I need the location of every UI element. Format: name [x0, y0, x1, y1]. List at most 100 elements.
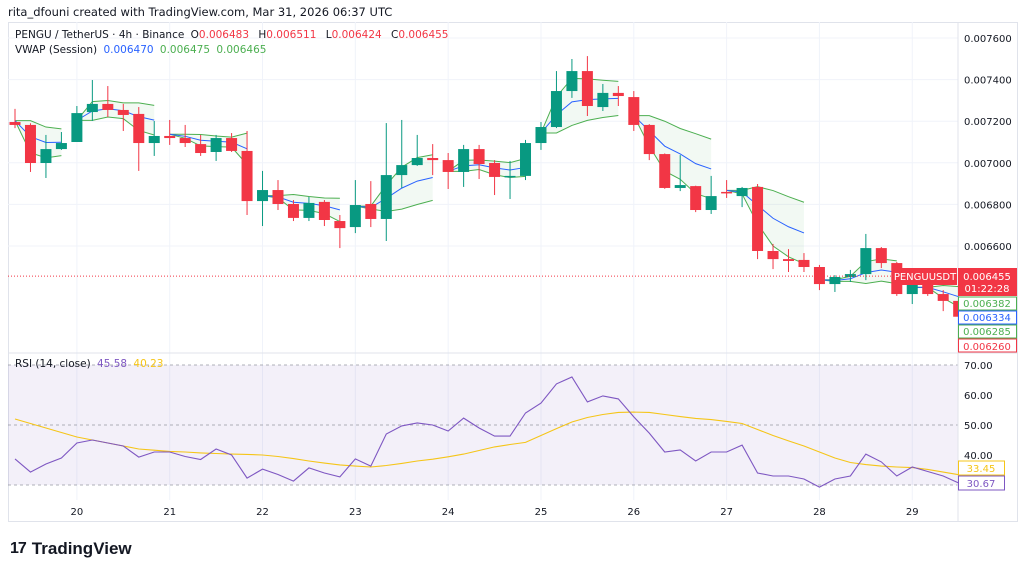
- candle-body: [117, 109, 129, 115]
- candle-body: [179, 138, 191, 144]
- candle: [148, 120, 160, 156]
- candle-body: [195, 144, 207, 154]
- close-value: 0.006455: [398, 29, 449, 41]
- candle-body: [937, 294, 949, 301]
- candle-body: [705, 196, 717, 211]
- vwap-band-fill: [262, 194, 340, 222]
- candle: [937, 290, 949, 312]
- candle: [489, 160, 501, 196]
- candle: [767, 243, 779, 270]
- rsi-ma-line: [14, 411, 959, 476]
- rsi-tick-label: 70.00: [964, 361, 993, 372]
- last-price-tag-bg: [958, 268, 1017, 296]
- candle-body: [102, 103, 114, 110]
- candle: [396, 119, 408, 188]
- candle: [272, 180, 284, 211]
- rsi-lines: [14, 376, 959, 488]
- candle-body: [767, 250, 779, 260]
- candle-body: [458, 149, 470, 172]
- price-tick-label: 0.007000: [964, 159, 1012, 170]
- candle: [520, 139, 532, 181]
- candle: [164, 119, 176, 145]
- rsi-ma-tag-bg: [958, 460, 1005, 476]
- candle-body: [690, 186, 702, 211]
- symbol-legend[interactable]: PENGU / TetherUS · 4h · Binance O0.00648…: [15, 29, 455, 41]
- candle: [643, 124, 655, 161]
- candle: [721, 180, 733, 198]
- candle: [690, 185, 702, 213]
- rsi-axis: 70.00 60.00 50.00 40.00: [964, 361, 993, 462]
- candle: [674, 155, 686, 192]
- candle-body: [829, 276, 841, 285]
- vwap-lower-value: 0.006465: [216, 44, 267, 56]
- rsi-legend[interactable]: RSI (14, close) 45.58 40.23: [15, 358, 166, 370]
- candle: [9, 108, 21, 129]
- price-tick-label: 0.007600: [964, 34, 1012, 45]
- rsi-tag: 30.67: [967, 479, 996, 490]
- low-value: 0.006424: [331, 29, 382, 41]
- candle: [86, 80, 98, 121]
- candle-body: [9, 122, 21, 125]
- candle: [597, 83, 609, 112]
- time-tick-label: 27: [720, 507, 733, 518]
- candle: [566, 59, 578, 98]
- candle: [736, 186, 748, 208]
- candle-body: [520, 143, 532, 176]
- tradingview-logo[interactable]: 17 TradingView: [10, 539, 132, 559]
- symbol-tag: PENGUUSDT: [894, 272, 957, 283]
- candle-body: [813, 267, 825, 285]
- candle-body: [442, 160, 454, 172]
- time-tick-label: 26: [627, 507, 640, 518]
- attribution-text: rita_dfouni created with TradingView.com…: [8, 5, 393, 19]
- open-label: O: [190, 29, 199, 41]
- candle-body: [164, 135, 176, 139]
- candle-body: [906, 283, 918, 295]
- candle-body: [226, 138, 238, 151]
- chart-frame: [8, 22, 1018, 522]
- vwap-upper-line: [15, 120, 62, 130]
- vwap-upper-line: [633, 115, 712, 140]
- symbol-title: PENGU / TetherUS · 4h · Binance: [15, 29, 185, 41]
- candle: [628, 91, 640, 131]
- vwap-legend[interactable]: VWAP (Session) 0.006470 0.006475 0.00646…: [15, 44, 269, 56]
- symbol-tag-bg: [894, 268, 957, 285]
- candle-body: [581, 71, 593, 107]
- candle: [504, 160, 516, 199]
- tradingview-logo-icon: 17: [10, 540, 27, 557]
- candle-body: [504, 175, 516, 178]
- candle: [287, 200, 299, 222]
- candle: [612, 86, 624, 107]
- rsi-tick-label: 40.00: [964, 451, 993, 462]
- candle-body: [875, 248, 887, 264]
- candle: [71, 106, 83, 142]
- vwap-band-fill: [819, 258, 897, 284]
- candle-body: [597, 92, 609, 108]
- candle: [318, 200, 330, 227]
- candle: [210, 134, 222, 161]
- candle-body: [798, 259, 810, 268]
- candle: [813, 264, 825, 291]
- vwap-upper-value: 0.006475: [159, 44, 211, 56]
- rsi-tag-bg: [958, 475, 1005, 491]
- candle: [365, 181, 377, 228]
- candle-body: [148, 135, 160, 144]
- high-label: H: [258, 29, 267, 41]
- candle: [349, 180, 361, 234]
- candle: [860, 233, 872, 281]
- price-tick-label: 0.007200: [964, 117, 1012, 128]
- countdown-tag: 01:22:28: [965, 284, 1010, 295]
- vwap-band-fill: [726, 186, 804, 264]
- candle: [40, 134, 52, 178]
- price-tick-label: 0.006800: [964, 200, 1012, 211]
- candle: [844, 269, 856, 282]
- candles: [9, 56, 965, 318]
- vwap-tag: 0.006334: [963, 313, 1011, 324]
- time-tick-label: 22: [256, 507, 269, 518]
- candle-body: [411, 158, 423, 166]
- candle-body: [365, 203, 377, 219]
- time-tick-label: 25: [535, 507, 548, 518]
- candle-body: [473, 149, 485, 165]
- candle: [442, 153, 454, 190]
- candle-body: [24, 124, 36, 164]
